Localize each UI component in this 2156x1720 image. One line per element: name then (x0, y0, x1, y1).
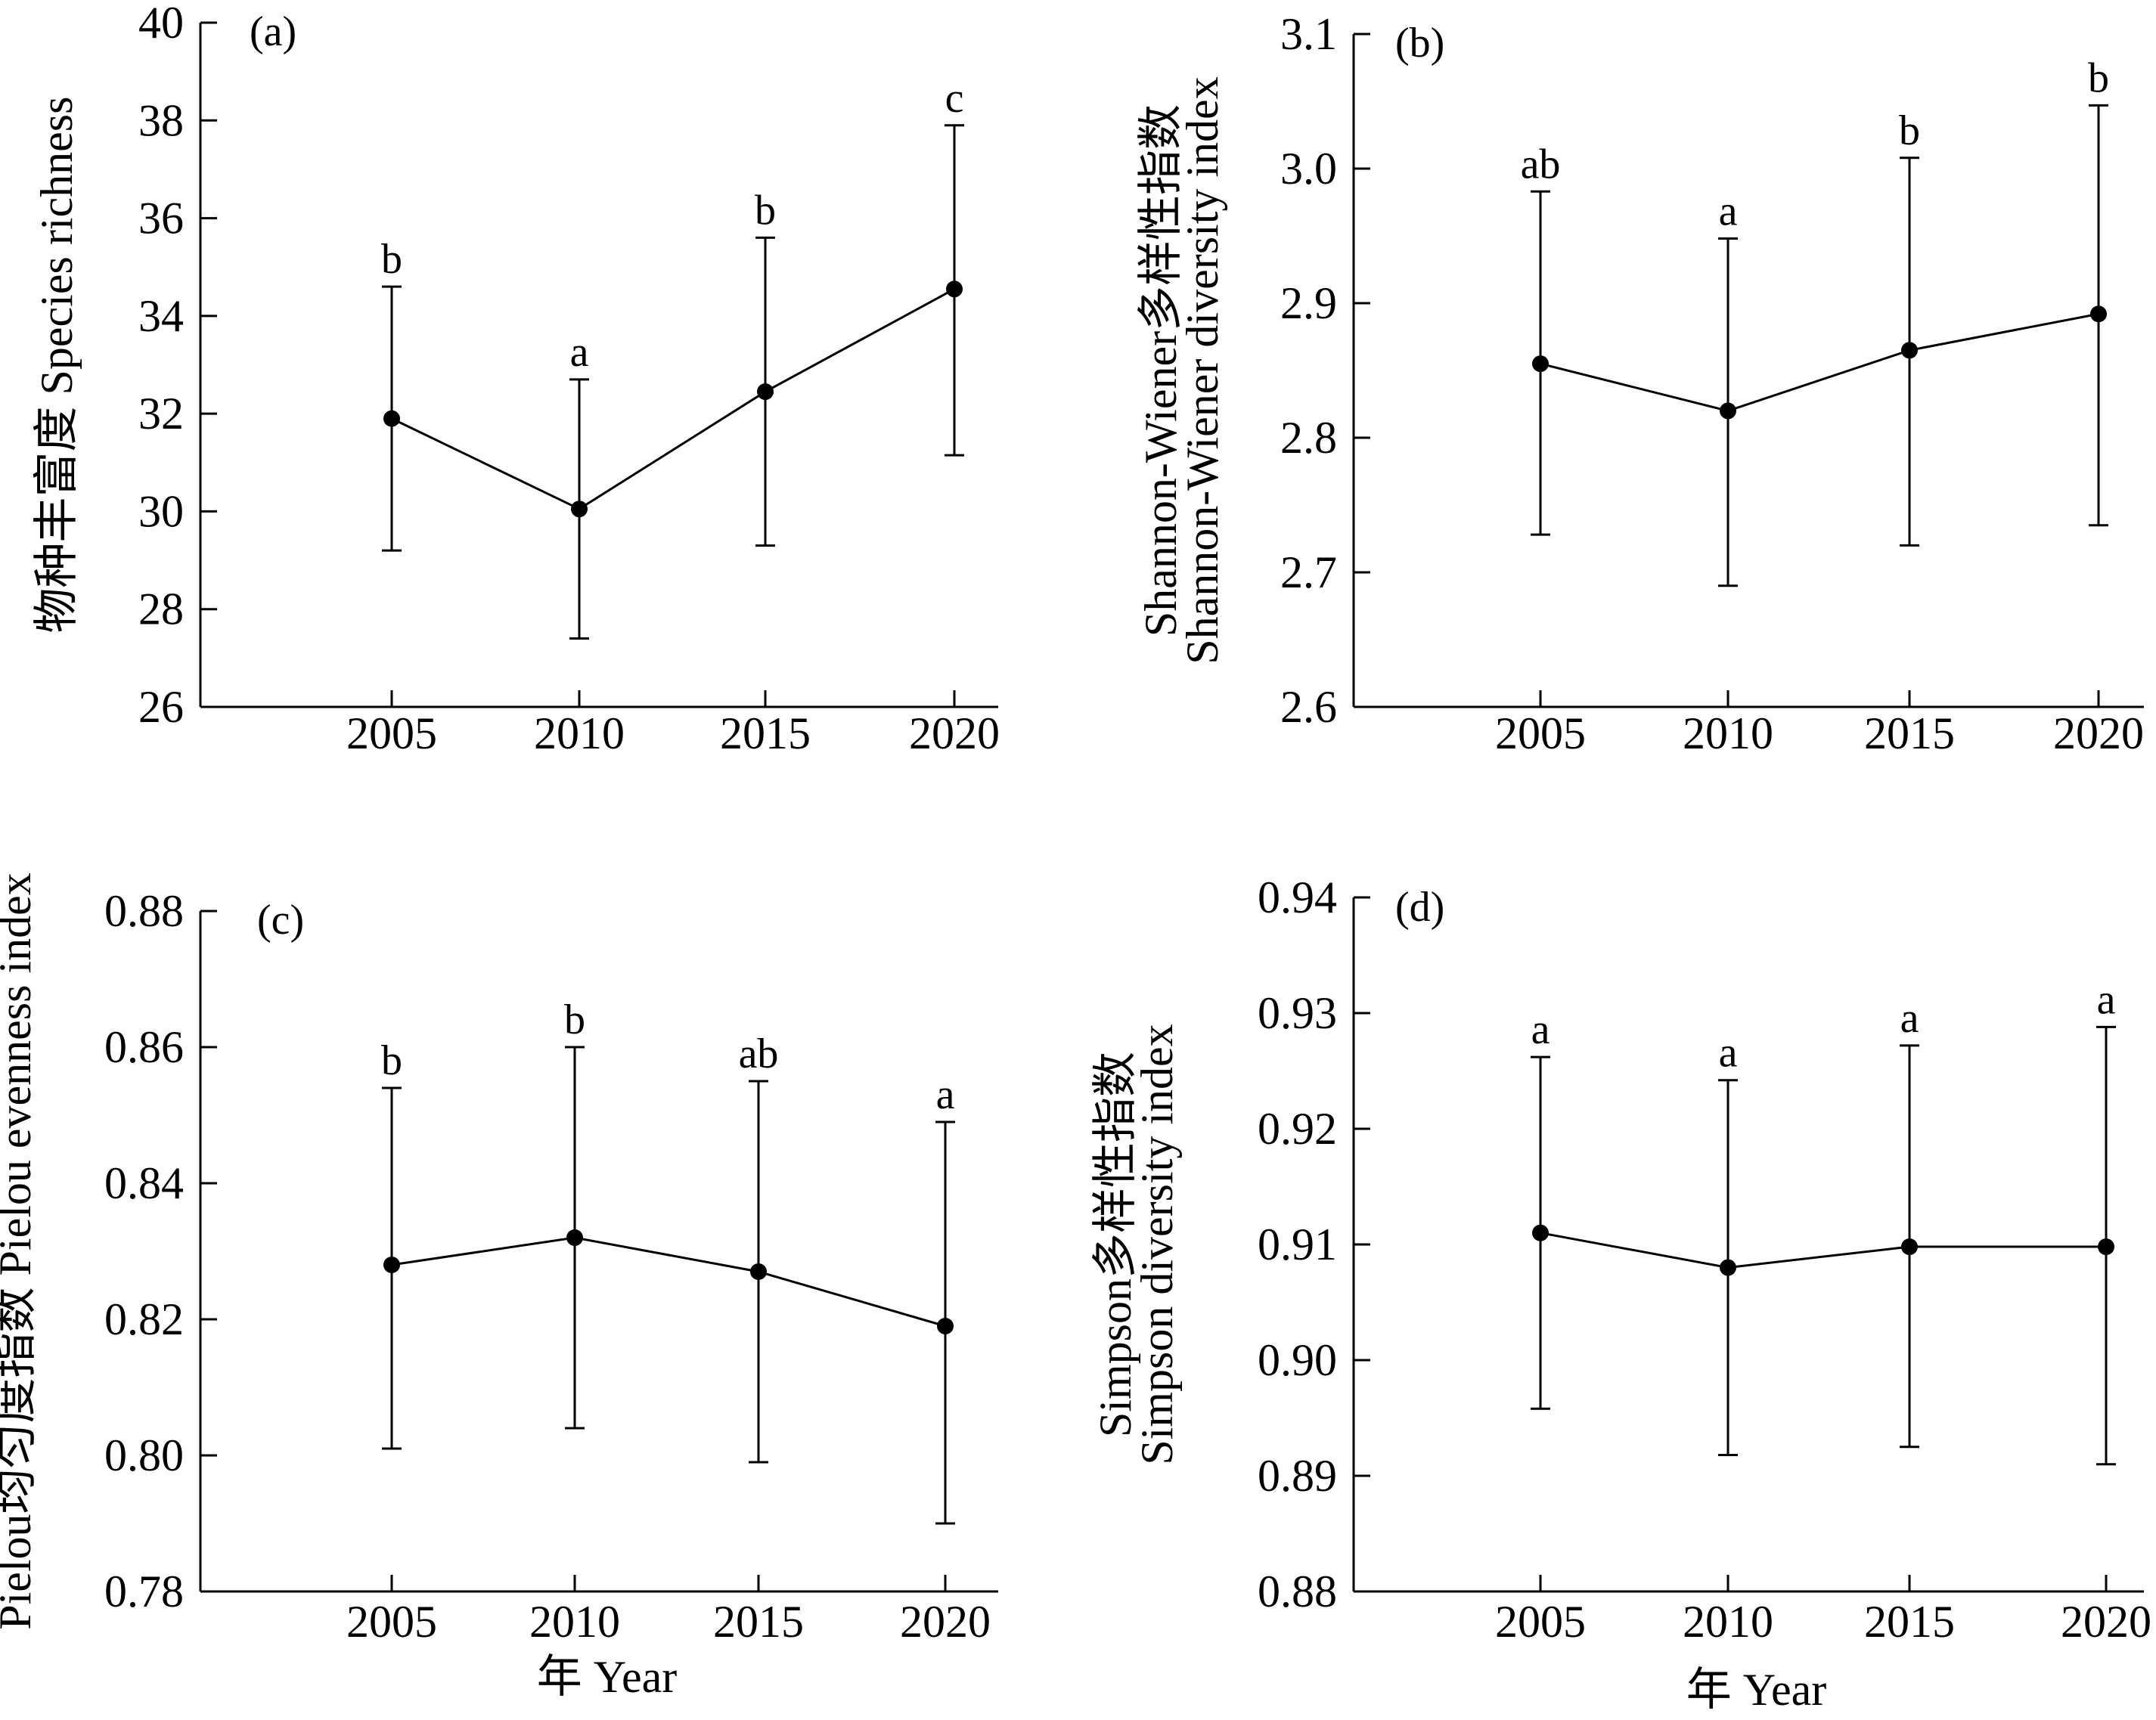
data-point (571, 501, 588, 518)
x-axis-title: 年 Year (537, 1652, 678, 1702)
data-point (937, 1318, 954, 1334)
significance-label: ab (739, 1030, 779, 1077)
y-tick-label: 0.88 (1258, 1567, 1337, 1616)
y-axis-title: 物种丰富度 Species richness (32, 97, 82, 634)
significance-label: b (381, 236, 402, 283)
y-axis-title: Pielou均匀度指数 Pielou evenness index (0, 872, 40, 1630)
data-point (1532, 355, 1549, 373)
y-tick-label: 34 (138, 291, 184, 341)
y-tick-label: 36 (138, 194, 184, 243)
x-tick-label: 2015 (1864, 1597, 1955, 1647)
panel-label: (d) (1395, 884, 1444, 931)
data-point (1901, 1238, 1918, 1256)
data-point (1720, 402, 1736, 420)
series-line (391, 1236, 946, 1328)
y-axis-title: Simpson diversity index (1132, 1024, 1182, 1464)
x-tick-label: 2005 (1495, 708, 1586, 758)
y-tick-label: 0.82 (104, 1294, 184, 1344)
significance-label: c (945, 75, 964, 122)
y-tick-label: 32 (138, 389, 184, 439)
data-point (1532, 1224, 1549, 1241)
significance-label: a (1531, 1006, 1550, 1053)
panel-c: 0.78 0.80 0.82 0.84 0.86 0.88 2005 2010 2015 2020… (0, 872, 998, 1702)
series-line (1540, 312, 2099, 412)
y-tick-label: 2.6 (1280, 682, 1337, 732)
y-tick-label: 0.78 (104, 1567, 184, 1616)
panel-label: (b) (1395, 20, 1444, 67)
data-point (1720, 1259, 1736, 1276)
x-tick-label: 2005 (346, 1597, 437, 1647)
data-point (566, 1229, 583, 1246)
significance-label: b (755, 187, 776, 234)
y-axis-title: Simpson多样性指数 (1090, 1052, 1140, 1437)
y-tick-label: 40 (138, 0, 184, 48)
x-tick-label: 2020 (2061, 1597, 2151, 1647)
y-tick-label: 0.84 (104, 1158, 184, 1208)
significance-label: a (570, 329, 589, 376)
data-point (383, 1257, 400, 1273)
x-tick-label: 2010 (1683, 708, 1773, 758)
significance-label: b (564, 996, 585, 1043)
panel-label: (a) (250, 8, 296, 55)
y-tick-label: 0.80 (104, 1430, 184, 1480)
x-tick-label: 2005 (1495, 1597, 1586, 1647)
y-tick-label: 2.7 (1280, 547, 1337, 597)
x-tick-label: 2010 (529, 1597, 620, 1647)
panel-d: 0.88 0.89 0.90 0.91 0.92 0.93 0.94 2005 2010 2015… (1090, 872, 2151, 1715)
data-point (750, 1263, 767, 1280)
significance-label: a (1719, 188, 1738, 235)
y-tick-label: 28 (138, 584, 184, 634)
data-point (1901, 342, 1918, 359)
y-tick-label: 0.90 (1258, 1335, 1337, 1385)
series-line (1540, 1232, 2106, 1269)
y-tick-label: 3.1 (1280, 9, 1337, 59)
y-tick-label: 0.94 (1258, 872, 1337, 922)
y-tick-label: 0.88 (104, 886, 184, 936)
y-axis-title: Shannon-Wiener多样性指数 (1136, 104, 1186, 637)
data-point (2098, 1238, 2114, 1256)
y-tick-label: 0.92 (1258, 1104, 1337, 1154)
y-tick-label: 0.86 (104, 1022, 184, 1072)
y-tick-label: 0.91 (1258, 1219, 1337, 1269)
significance-label: a (2097, 976, 2116, 1023)
x-tick-label: 2015 (1864, 708, 1955, 758)
y-tick-label: 38 (138, 95, 184, 145)
y-tick-label: 2.9 (1280, 278, 1337, 328)
y-tick-label: 0.93 (1258, 988, 1337, 1038)
data-point (757, 383, 774, 401)
x-tick-label: 2020 (2053, 708, 2144, 758)
x-tick-label: 2015 (713, 1597, 804, 1647)
x-tick-label: 2010 (534, 708, 625, 758)
x-tick-label: 2020 (909, 708, 1000, 758)
x-tick-label: 2020 (900, 1597, 991, 1647)
series-line (391, 287, 955, 510)
significance-label: a (1719, 1030, 1738, 1077)
data-point (2090, 305, 2107, 323)
x-tick-label: 2005 (346, 708, 437, 758)
panel-label: (c) (257, 897, 304, 944)
data-point (383, 410, 400, 427)
significance-label: b (2088, 54, 2109, 101)
significance-label: b (381, 1037, 402, 1084)
y-tick-label: 30 (138, 486, 184, 536)
data-point (946, 280, 963, 298)
y-tick-label: 0.89 (1258, 1451, 1337, 1501)
significance-label: ab (1521, 141, 1561, 187)
x-tick-label: 2015 (720, 708, 811, 758)
y-axis-title: Shannon-Wiener diversity index (1177, 76, 1227, 664)
significance-label: a (936, 1071, 955, 1118)
y-tick-label: 3.0 (1280, 144, 1337, 194)
panel-a: 26 28 30 32 34 36 38 40 2005 2010 2015 2020 b a b c (a) 物… (32, 0, 1000, 758)
x-tick-label: 2010 (1683, 1597, 1773, 1647)
y-tick-label: 26 (138, 682, 184, 732)
x-axis-title: 年 Year (1686, 1665, 1827, 1715)
significance-label: a (1900, 995, 1919, 1042)
significance-label: b (1899, 107, 1920, 154)
y-tick-label: 2.8 (1280, 413, 1337, 463)
